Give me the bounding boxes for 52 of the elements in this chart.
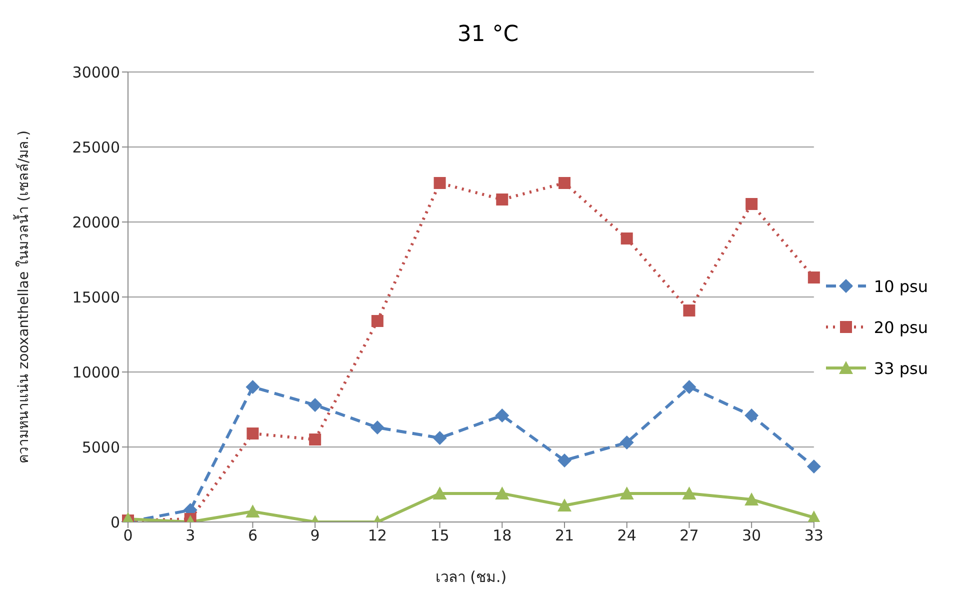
point <box>744 492 759 506</box>
x-tick-label: 18 <box>492 526 512 545</box>
point <box>246 428 259 440</box>
point <box>744 408 759 422</box>
x-tick-label: 33 <box>804 526 824 545</box>
x-tick-label: 21 <box>554 526 574 545</box>
point <box>309 434 322 446</box>
x-tick-label: 3 <box>186 526 196 545</box>
chart-title: 31 °C <box>456 21 520 49</box>
x-tick-label: 0 <box>123 526 133 545</box>
point <box>620 486 634 500</box>
x-tick-label: 27 <box>680 526 699 545</box>
y-tick-label: 10000 <box>72 363 120 382</box>
y-axis-title: ความหนาแน่น zooxanthellae ในมวลน้ำ (เซลล์/มล.) <box>12 130 32 464</box>
y-tick-label: 15000 <box>72 288 120 306</box>
legend-label: 33 psu <box>874 358 928 378</box>
point <box>557 498 572 512</box>
point <box>808 272 820 284</box>
x-tick-label: 30 <box>742 526 762 545</box>
point <box>496 194 508 206</box>
point <box>620 232 633 244</box>
x-tick-label: 15 <box>430 526 450 545</box>
point <box>370 420 384 434</box>
x-tick-label: 6 <box>248 526 258 545</box>
point <box>806 460 821 474</box>
point <box>682 486 696 500</box>
x-tick-label: 9 <box>310 526 320 545</box>
point <box>434 177 446 189</box>
point <box>682 380 696 394</box>
y-tick-label: 30000 <box>72 63 120 82</box>
point <box>432 431 447 445</box>
x-tick-label: 24 <box>617 526 636 545</box>
point <box>683 304 696 316</box>
x-tick-label: 12 <box>368 526 387 545</box>
point <box>558 177 570 189</box>
point <box>246 380 260 394</box>
y-tick-label: 5000 <box>82 438 120 456</box>
legend-label: 10 psu <box>874 276 928 296</box>
y-tick-label: 0 <box>110 513 120 532</box>
point <box>620 436 634 450</box>
point <box>432 486 447 500</box>
point <box>308 398 322 412</box>
y-tick-label: 20000 <box>72 213 120 232</box>
point <box>371 315 384 327</box>
point <box>246 504 260 518</box>
point <box>495 408 510 422</box>
x-axis-title: เวลา (ชม.) <box>435 568 507 586</box>
point <box>746 198 758 210</box>
legend-label: 20 psu <box>874 318 928 336</box>
point <box>495 486 510 500</box>
y-tick-label: 25000 <box>72 138 120 156</box>
point <box>557 454 572 468</box>
